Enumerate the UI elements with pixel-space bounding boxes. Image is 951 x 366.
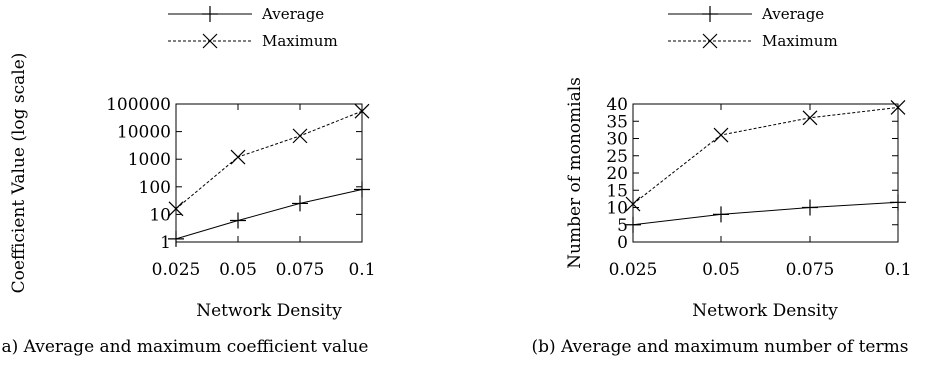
legend-entry-average: Average	[668, 5, 824, 23]
legend-marker	[202, 6, 218, 22]
y-axis-label: Number of monomials	[565, 77, 585, 269]
x-tick-label: 0.1	[884, 260, 911, 280]
y-tick-label: 30	[606, 130, 628, 150]
series-line	[632, 106, 899, 205]
data-point	[625, 216, 641, 233]
y-tick-label: 25	[606, 147, 628, 167]
x-tick-label: 0.025	[609, 260, 658, 280]
legend-marker	[702, 33, 718, 49]
data-point	[890, 194, 906, 211]
legend-label: Maximum	[262, 32, 338, 50]
x-axis-label: Network Density	[196, 301, 342, 321]
plot-frame	[175, 103, 363, 243]
y-tick-label: 1	[160, 233, 171, 253]
data-point	[230, 212, 246, 229]
x-tick-label: 0.075	[276, 260, 325, 280]
legend-entry-average: Average	[168, 5, 324, 23]
data-point	[168, 230, 184, 247]
data-point	[625, 196, 641, 212]
legend-label: Average	[261, 5, 324, 23]
x-tick-label: 0.1	[348, 260, 375, 280]
legend-label: Average	[761, 5, 824, 23]
x-tick-label: 0.075	[786, 260, 835, 280]
data-point	[292, 128, 308, 144]
series-line	[175, 188, 363, 240]
data-point	[713, 127, 729, 143]
series-maximum	[168, 103, 370, 217]
series-average	[625, 194, 906, 233]
y-tick-label: 0	[617, 233, 628, 253]
series-average	[168, 181, 370, 247]
legend-marker	[202, 33, 218, 49]
data-point	[230, 149, 246, 165]
figure-caption: a) Average and maximum coefficient value	[2, 337, 369, 357]
data-point	[802, 110, 818, 126]
data-point	[292, 195, 308, 212]
y-tick-label: 40	[606, 95, 628, 115]
y-tick-label: 35	[606, 112, 628, 132]
x-tick-label: 0.05	[219, 260, 257, 280]
data-point	[802, 199, 818, 216]
legend-entry-maximum: Maximum	[168, 32, 338, 50]
legend-marker	[702, 6, 718, 22]
y-tick-label: 100	[139, 178, 171, 198]
y-tick-label: 1000	[128, 150, 171, 170]
y-tick-label: 10	[606, 199, 628, 219]
series-line	[632, 201, 899, 226]
data-point	[168, 201, 184, 217]
data-point	[354, 103, 370, 119]
y-axis-label: Coefficient Value (log scale)	[9, 53, 29, 294]
y-tick-label: 20	[606, 164, 628, 184]
data-point	[354, 181, 370, 198]
y-tick-label: 100000	[106, 95, 171, 115]
series-maximum	[625, 100, 906, 212]
y-tick-label: 5	[617, 216, 628, 236]
y-tick-label: 10000	[117, 123, 171, 143]
data-point	[713, 206, 729, 223]
legend-label: Maximum	[762, 32, 838, 50]
data-point	[890, 100, 906, 115]
chart-coefficient-value: 1 10 100 1000 10000 100000 0.025 0.05 0.075 0.1 Ne…	[2, 5, 376, 357]
x-tick-label: 0.025	[152, 260, 201, 280]
y-tick-label: 15	[606, 181, 628, 201]
x-tick-label: 0.05	[702, 260, 740, 280]
series-line	[175, 110, 363, 210]
legend-entry-maximum: Maximum	[668, 32, 838, 50]
figure-caption: (b) Average and maximum number of terms	[532, 337, 909, 357]
y-tick-label: 10	[149, 205, 171, 225]
x-axis-label: Network Density	[692, 301, 838, 321]
